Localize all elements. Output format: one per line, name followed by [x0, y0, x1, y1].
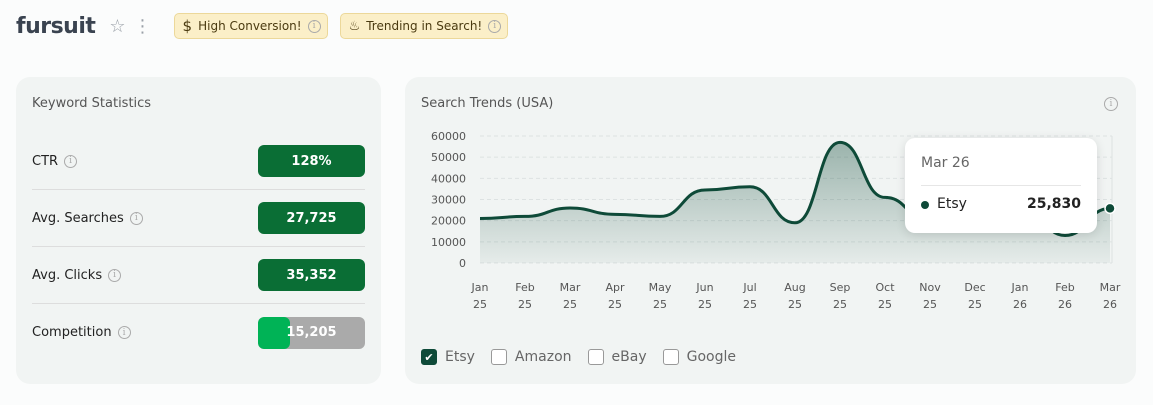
tooltip-date: Mar 26: [921, 155, 970, 171]
x-tick-label: Mar: [560, 281, 581, 294]
info-icon[interactable]: i: [488, 19, 502, 33]
x-tick-label: Aug: [784, 281, 805, 294]
keyword-statistics-card: Keyword Statistics CTR i 128% Avg. Search…: [16, 77, 381, 384]
y-tick-label: 0: [459, 257, 466, 270]
series-dot: [921, 201, 929, 209]
x-tick-label: 25: [563, 298, 577, 311]
stat-value-text: 35,352: [286, 267, 337, 283]
legend-google[interactable]: Google: [662, 349, 736, 365]
stat-label: Avg. Clicks: [32, 267, 103, 283]
tooltip-series: Etsy: [937, 196, 967, 212]
x-tick-label: Nov: [919, 281, 941, 294]
x-tick-label: 25: [788, 298, 802, 311]
x-tick-label: 25: [968, 298, 982, 311]
x-tick-label: 25: [923, 298, 937, 311]
x-tick-label: Jan: [1011, 281, 1029, 294]
chart-legend: ✔ Etsy Amazon eBay Google: [421, 349, 736, 365]
x-tick-label: 25: [878, 298, 892, 311]
legend-label: Amazon: [514, 349, 572, 365]
high-conversion-badge: $ High Conversion! i: [173, 13, 328, 39]
x-tick-label: 25: [833, 298, 847, 311]
x-tick-label: Dec: [964, 281, 985, 294]
x-tick-label: 25: [608, 298, 622, 311]
x-tick-label: Jan: [471, 281, 489, 294]
stat-row-avg-searches: Avg. Searches i 27,725: [32, 190, 365, 247]
x-tick-label: Oct: [875, 281, 895, 294]
checkbox[interactable]: [490, 349, 507, 365]
y-tick-label: 10000: [431, 236, 466, 249]
flame-icon: ♨: [348, 18, 361, 34]
x-tick-label: 25: [473, 298, 487, 311]
y-tick-label: 60000: [431, 130, 466, 143]
stat-label: CTR: [32, 153, 59, 169]
x-tick-label: 26: [1013, 298, 1027, 311]
info-icon[interactable]: i: [64, 154, 78, 168]
stat-value-text: 27,725: [286, 210, 337, 226]
checkbox-checked[interactable]: ✔: [421, 349, 437, 365]
checkbox[interactable]: [662, 349, 679, 365]
x-tick-label: 25: [518, 298, 532, 311]
legend-etsy[interactable]: ✔ Etsy: [421, 349, 475, 365]
y-tick-label: 20000: [431, 215, 466, 228]
y-tick-label: 50000: [431, 151, 466, 164]
active-point[interactable]: [1104, 202, 1116, 215]
stat-value: 128%: [258, 145, 365, 177]
stat-row-ctr: CTR i 128%: [32, 133, 365, 190]
stat-row-avg-clicks: Avg. Clicks i 35,352: [32, 247, 365, 304]
page-title: fursuit: [16, 13, 96, 39]
competition-bar: 15,205: [258, 316, 365, 349]
x-tick-label: Feb: [515, 281, 534, 294]
info-icon[interactable]: i: [307, 19, 321, 33]
stat-value-text: 15,205: [286, 325, 337, 340]
x-tick-label: 26: [1058, 298, 1072, 311]
legend-amazon[interactable]: Amazon: [490, 349, 572, 365]
info-icon[interactable]: i: [129, 211, 143, 225]
info-icon[interactable]: i: [117, 326, 131, 339]
badge-label: High Conversion!: [198, 19, 302, 33]
y-tick-label: 30000: [431, 194, 466, 207]
legend-label: Google: [686, 349, 736, 365]
stat-value: 35,352: [258, 259, 365, 291]
x-tick-label: 25: [653, 298, 667, 311]
stat-value: 27,725: [258, 202, 365, 234]
chart-tooltip: Mar 26 Etsy 25,830: [905, 138, 1097, 233]
competition-fill: [258, 316, 291, 349]
x-tick-label: Mar: [1100, 281, 1121, 294]
header: fursuit ☆ ⋮ $ High Conversion! i ♨ Trend…: [16, 10, 509, 42]
x-tick-label: 25: [698, 298, 712, 311]
x-tick-label: Feb: [1055, 281, 1074, 294]
legend-ebay[interactable]: eBay: [587, 349, 647, 365]
x-tick-label: 25: [743, 298, 757, 311]
x-tick-label: Jun: [695, 281, 713, 294]
stat-label: Competition: [32, 325, 112, 340]
info-icon[interactable]: i: [108, 268, 122, 282]
trending-badge: ♨ Trending in Search! i: [339, 13, 509, 39]
x-tick-label: Apr: [605, 281, 625, 294]
dollar-icon: $: [182, 17, 193, 35]
card-title: Search Trends (USA): [421, 96, 554, 111]
x-tick-label: Sep: [830, 281, 851, 294]
stat-label: Avg. Searches: [32, 210, 124, 226]
star-icon[interactable]: ☆: [109, 15, 126, 37]
x-tick-label: 26: [1103, 298, 1117, 311]
checkbox[interactable]: [587, 349, 604, 365]
x-tick-label: Jul: [742, 281, 756, 294]
stat-row-competition: Competition i 15,205: [32, 304, 365, 361]
card-title: Keyword Statistics: [32, 96, 152, 111]
y-tick-label: 40000: [431, 172, 466, 185]
stat-value-text: 128%: [291, 153, 332, 169]
legend-label: eBay: [611, 349, 647, 365]
tooltip-value: 25,830: [1026, 196, 1081, 212]
info-icon[interactable]: i: [1104, 97, 1118, 111]
more-menu-icon[interactable]: ⋮: [133, 15, 152, 37]
x-tick-label: May: [649, 281, 672, 294]
legend-label: Etsy: [445, 349, 475, 365]
badge-label: Trending in Search!: [366, 19, 483, 33]
tooltip-divider: [921, 185, 1081, 186]
